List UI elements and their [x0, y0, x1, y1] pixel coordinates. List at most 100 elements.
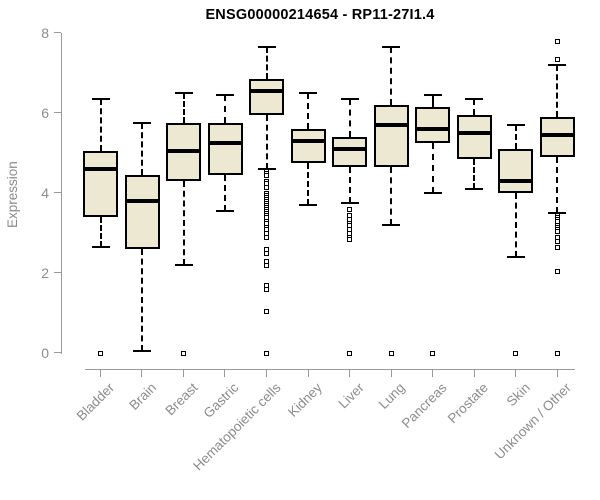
box — [290, 129, 326, 163]
x-category-label: Lung — [376, 380, 408, 412]
whisker-upper — [556, 65, 559, 117]
x-tick — [224, 370, 226, 377]
whisker-cap-upper — [299, 91, 318, 94]
whisker-lower — [224, 175, 227, 211]
whisker-upper — [141, 123, 144, 175]
whisker-lower — [348, 167, 351, 203]
x-category-label: Skin — [503, 380, 533, 410]
median-line — [207, 140, 243, 146]
outlier-point — [264, 250, 270, 256]
y-tick-label: 4 — [41, 185, 49, 201]
whisker-upper — [431, 95, 434, 107]
whisker-cap-lower — [299, 203, 318, 206]
x-tick — [473, 370, 475, 377]
outlier-point — [554, 350, 560, 356]
box — [498, 149, 534, 193]
x-category-label: Liver — [335, 380, 367, 412]
chart-title: ENSG00000214654 - RP11-27I1.4 — [205, 7, 435, 23]
median-line — [539, 132, 575, 138]
x-tick — [390, 370, 392, 377]
whisker-lower — [182, 181, 185, 265]
whisker-upper — [514, 125, 517, 149]
outlier-point — [430, 350, 436, 356]
y-tick-label: 0 — [41, 345, 49, 361]
y-tick — [54, 112, 61, 114]
whisker-cap-lower — [216, 209, 235, 212]
x-tick — [99, 370, 101, 377]
x-tick — [307, 370, 309, 377]
box — [207, 123, 243, 175]
y-tick-label: 2 — [41, 265, 49, 281]
outlier-point — [388, 350, 394, 356]
whisker-cap-lower — [465, 187, 484, 190]
whisker-cap-upper — [257, 45, 276, 48]
outlier-point — [264, 262, 270, 268]
x-tick — [265, 370, 267, 377]
whisker-cap-lower — [174, 263, 193, 266]
whisker-lower — [514, 193, 517, 257]
whisker-upper — [224, 95, 227, 123]
median-line — [249, 88, 285, 94]
median-line — [373, 122, 409, 128]
median-line — [290, 138, 326, 144]
whisker-cap-upper — [174, 91, 193, 94]
whisker-upper — [348, 99, 351, 137]
x-category-label: Bladder — [73, 380, 118, 424]
x-category-label: Unknown / Other — [491, 380, 574, 463]
y-tick-label: 6 — [41, 105, 49, 121]
outlier-point — [513, 350, 519, 356]
outlier-point — [264, 350, 270, 356]
outlier-point — [264, 234, 270, 240]
whisker-lower — [390, 167, 393, 225]
x-tick — [141, 370, 143, 377]
y-tick — [54, 192, 61, 194]
x-category-label: Breast — [162, 380, 201, 419]
whisker-cap-lower — [91, 245, 110, 248]
x-category-label: Kidney — [285, 380, 325, 420]
box — [373, 105, 409, 167]
median-line — [498, 178, 534, 184]
outlier-point — [264, 184, 270, 190]
outlier-point — [264, 308, 270, 314]
x-tick — [182, 370, 184, 377]
whisker-upper — [265, 47, 268, 79]
whisker-cap-upper — [465, 97, 484, 100]
outlier-point — [347, 236, 353, 242]
outlier-point — [264, 172, 270, 178]
whisker-lower — [141, 249, 144, 351]
y-tick-label: 8 — [41, 25, 49, 41]
box — [124, 175, 160, 249]
whisker-cap-lower — [423, 191, 442, 194]
whisker-upper — [182, 93, 185, 123]
whisker-upper — [390, 47, 393, 105]
outlier-point — [554, 56, 560, 62]
whisker-lower — [556, 157, 559, 213]
y-tick — [54, 32, 61, 34]
median-line — [166, 148, 202, 154]
outlier-point — [347, 206, 353, 212]
whisker-upper — [99, 99, 102, 151]
whisker-cap-upper — [91, 97, 110, 100]
x-category-label: Gastric — [200, 380, 242, 421]
whisker-lower — [473, 159, 476, 189]
whisker-cap-upper — [216, 93, 235, 96]
median-line — [456, 130, 492, 136]
whisker-cap-upper — [423, 93, 442, 96]
whisker-upper — [473, 99, 476, 115]
outlier-point — [347, 350, 353, 356]
whisker-cap-upper — [340, 97, 359, 100]
box — [415, 107, 451, 143]
whisker-cap-upper — [548, 63, 567, 66]
x-category-label: Pancreas — [398, 380, 450, 431]
outlier-point — [554, 268, 560, 274]
median-line — [415, 126, 451, 132]
whisker-lower — [99, 217, 102, 247]
whisker-cap-lower — [340, 201, 359, 204]
x-tick — [349, 370, 350, 377]
x-category-label: Brain — [125, 380, 159, 413]
whisker-lower — [265, 115, 268, 169]
box — [332, 137, 368, 167]
x-tick — [556, 370, 558, 377]
box — [249, 79, 285, 115]
